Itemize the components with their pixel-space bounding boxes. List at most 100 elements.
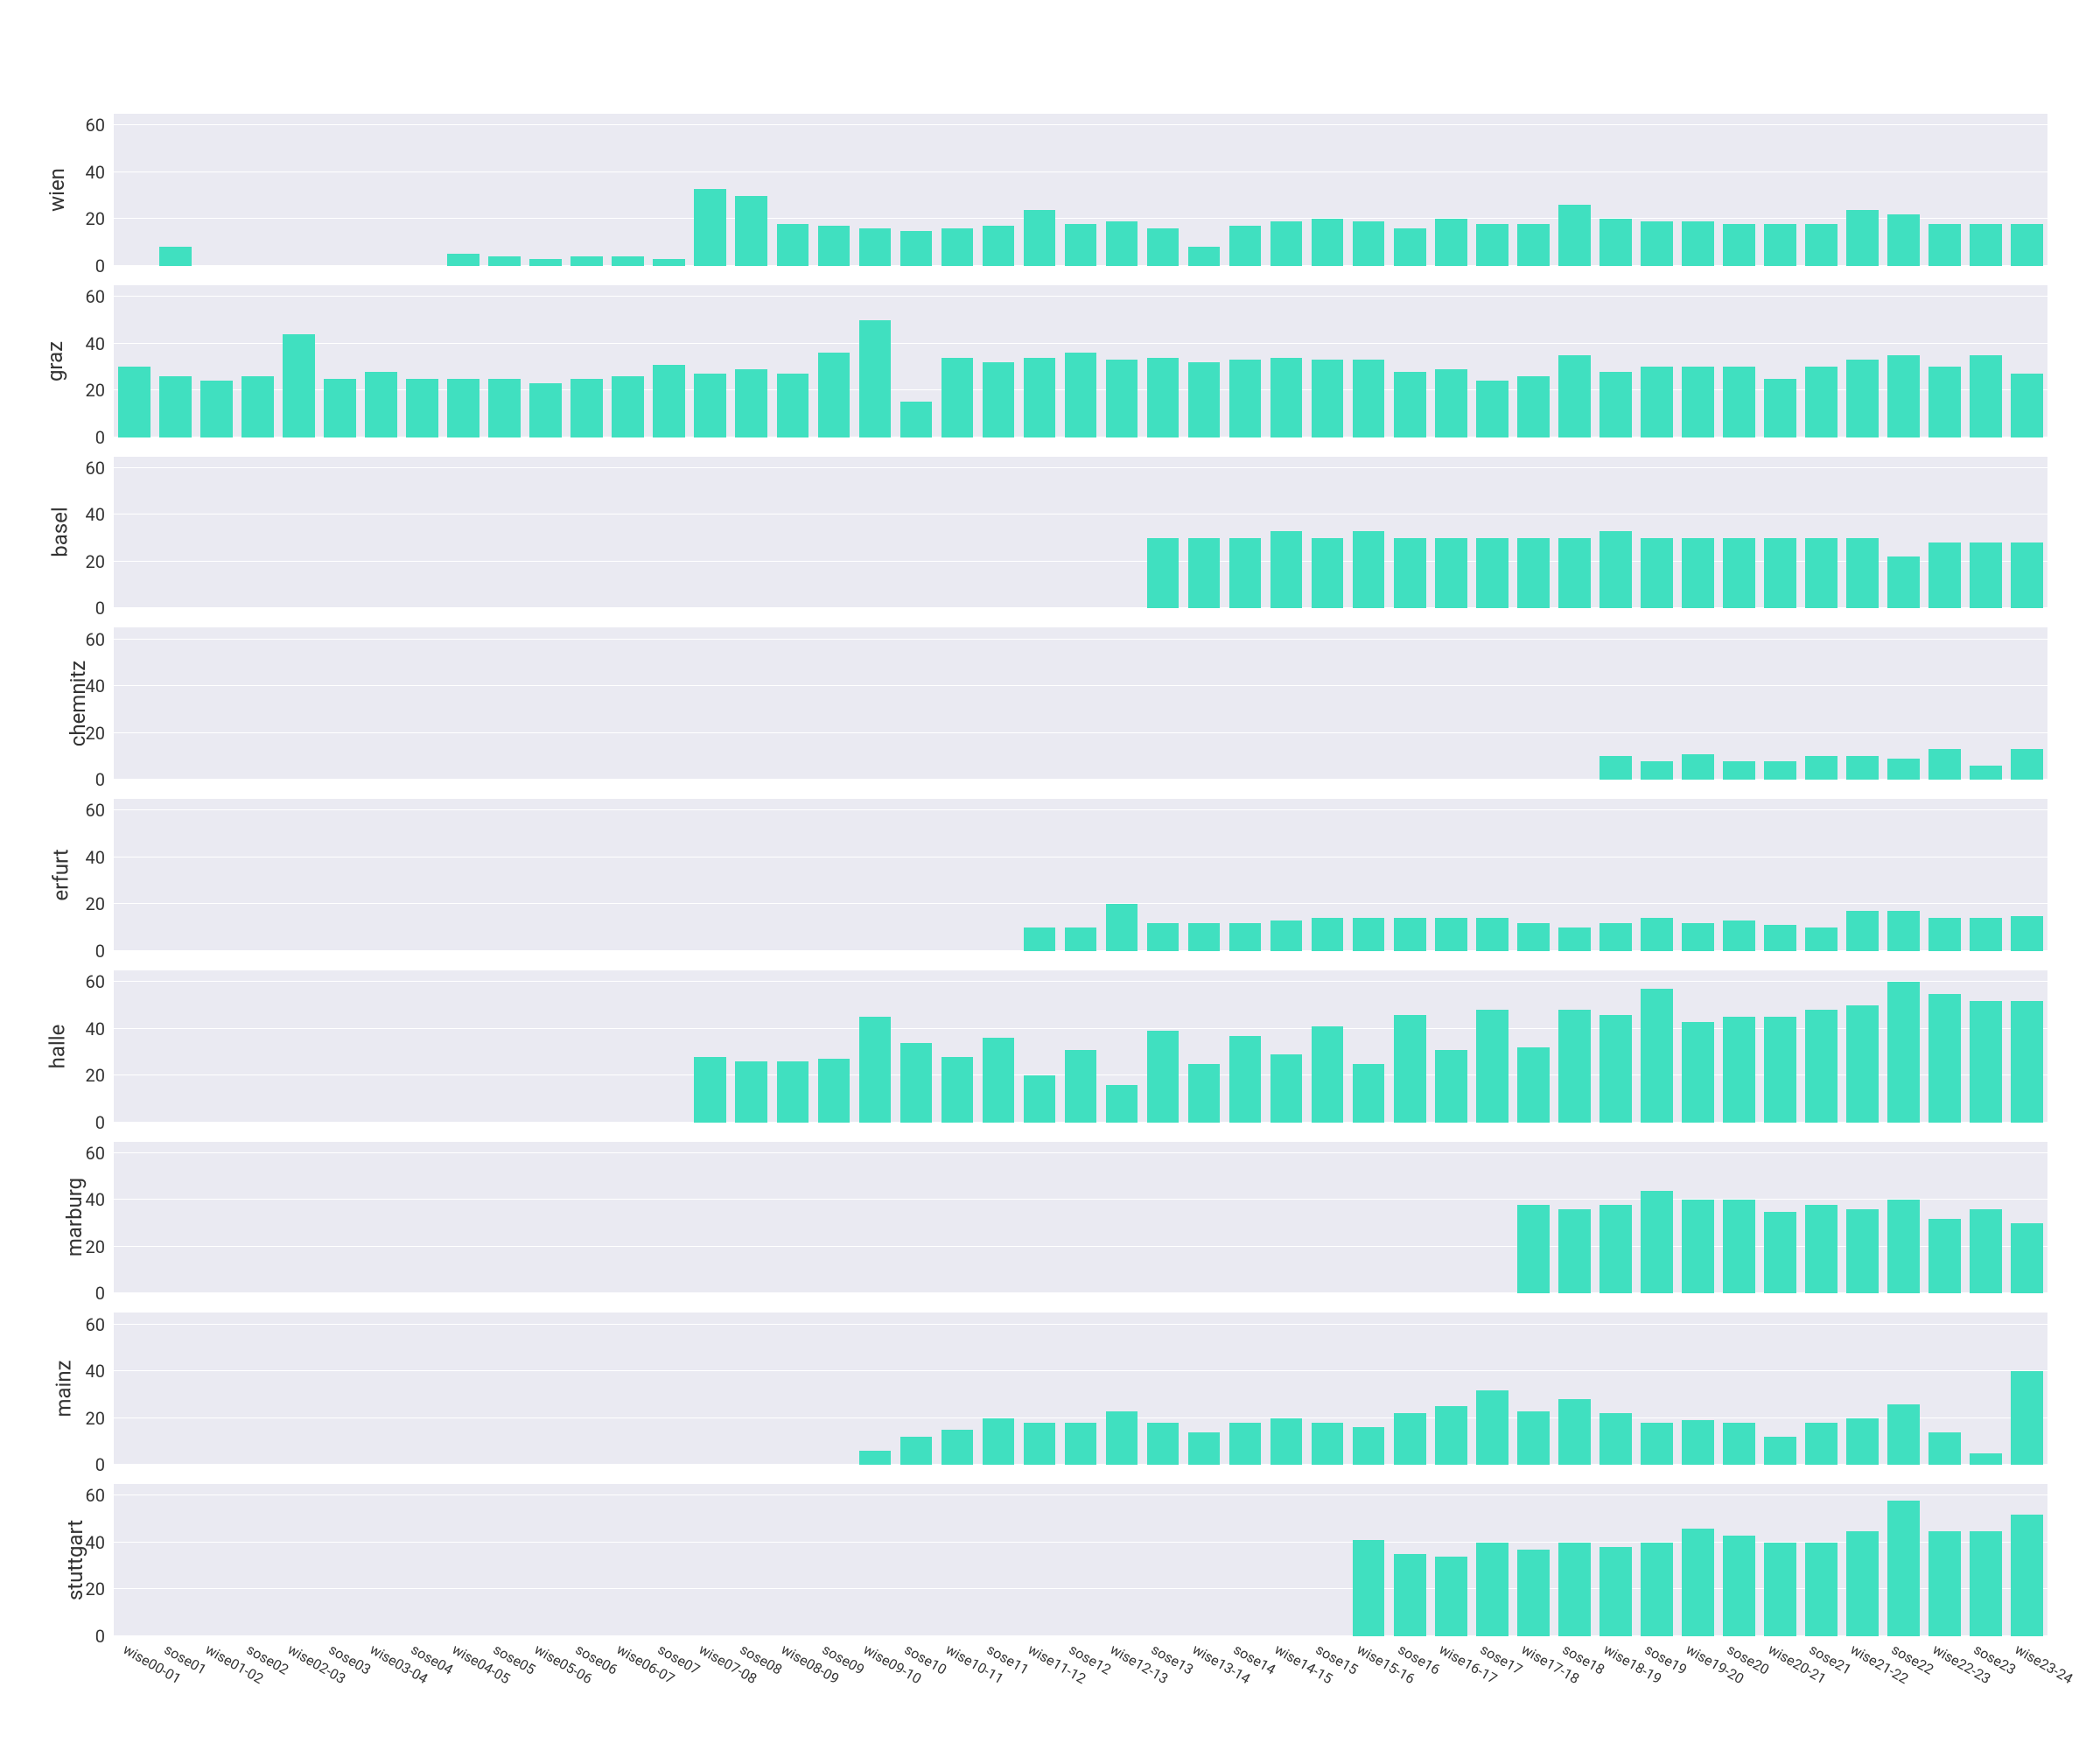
- gridline: [114, 1292, 2048, 1293]
- bar: [1928, 749, 1961, 780]
- bar: [1928, 224, 1961, 266]
- bar: [1846, 756, 1879, 780]
- ytick-label: 40: [86, 1018, 114, 1040]
- bar: [1558, 1543, 1591, 1636]
- gridline: [114, 561, 2048, 562]
- bar: [1147, 1031, 1180, 1122]
- gridline: [114, 732, 2048, 733]
- bar: [1682, 367, 1714, 437]
- bar: [1106, 360, 1138, 437]
- bar: [1805, 538, 1838, 608]
- bar: [1970, 1453, 2002, 1465]
- bar: [1970, 1209, 2002, 1293]
- bar: [1558, 1399, 1591, 1465]
- bar: [1887, 214, 1920, 266]
- bar: [1600, 756, 1632, 780]
- bar: [1229, 1036, 1262, 1123]
- bar: [818, 1059, 850, 1122]
- bar: [1517, 1205, 1550, 1294]
- bar: [1312, 360, 1344, 437]
- bar: [1600, 1413, 1632, 1465]
- bar: [529, 259, 562, 266]
- bar: [1188, 538, 1221, 608]
- bar: [1476, 1390, 1508, 1466]
- ytick-label: 60: [86, 629, 114, 650]
- bar: [1846, 210, 1879, 266]
- bar: [1229, 923, 1262, 951]
- bar: [735, 369, 767, 438]
- bar: [1394, 228, 1426, 266]
- bar: [2011, 374, 2043, 437]
- bar: [1641, 1543, 1673, 1636]
- panel-ylabel: mainz: [52, 1361, 76, 1418]
- ytick-label: 20: [86, 551, 114, 572]
- bar: [1887, 355, 1920, 438]
- bar: [1641, 1423, 1673, 1465]
- plot-area: 0204060wise00-01sose01wise01-02sose02wis…: [114, 1484, 2048, 1636]
- ytick-label: 60: [86, 1143, 114, 1164]
- bar: [1723, 761, 1755, 780]
- bar: [1723, 920, 1755, 951]
- ytick-label: 60: [86, 286, 114, 307]
- bar: [1641, 221, 1673, 266]
- bar: [1312, 538, 1344, 608]
- bar: [1435, 369, 1467, 438]
- bar: [1805, 928, 1838, 951]
- bar: [942, 1430, 974, 1465]
- bar: [859, 320, 892, 438]
- bar: [1764, 925, 1796, 950]
- gridline: [114, 1588, 2048, 1589]
- bar: [900, 1043, 933, 1123]
- plot-area: 0204060: [114, 457, 2048, 609]
- gridline: [114, 124, 2048, 125]
- bar: [1353, 531, 1385, 608]
- bar: [1887, 1200, 1920, 1293]
- bar: [1641, 367, 1673, 437]
- bar: [1188, 923, 1221, 951]
- bar: [1641, 918, 1673, 950]
- bar: [653, 365, 685, 438]
- bar: [1394, 1554, 1426, 1636]
- bar: [447, 254, 480, 265]
- ytick-label: 40: [86, 1361, 114, 1382]
- panel-ylabel: wien: [45, 168, 69, 212]
- gridline: [114, 903, 2048, 904]
- bar: [1312, 1423, 1344, 1465]
- bar: [1764, 224, 1796, 266]
- bar: [283, 334, 315, 438]
- bar: [1558, 355, 1591, 438]
- bar: [1270, 1054, 1303, 1123]
- bar: [1435, 918, 1467, 950]
- bar: [1106, 904, 1138, 950]
- bar: [1928, 367, 1961, 437]
- bar: [1846, 1209, 1879, 1293]
- bar: [1928, 1432, 1961, 1465]
- bar: [1846, 911, 1879, 950]
- bar: [1065, 1423, 1097, 1465]
- bar: [1065, 353, 1097, 437]
- bar: [1188, 362, 1221, 438]
- ytick-label: 60: [86, 1485, 114, 1506]
- gridline: [114, 1152, 2048, 1153]
- bar: [1970, 1531, 2002, 1636]
- ytick-label: 40: [86, 1532, 114, 1553]
- bar: [735, 196, 767, 266]
- bar: [159, 376, 192, 438]
- ytick-label: 0: [95, 941, 114, 962]
- bar: [818, 226, 850, 265]
- ytick-label: 60: [86, 971, 114, 992]
- bar: [1764, 1017, 1796, 1122]
- bar: [1312, 219, 1344, 265]
- bar: [324, 379, 356, 438]
- gridline: [114, 218, 2048, 219]
- panel-marburg: 0204060marburg: [114, 1142, 2048, 1294]
- panel-ylabel: chemnitz: [66, 661, 90, 746]
- bar: [1353, 221, 1385, 266]
- ytick-label: 0: [95, 256, 114, 276]
- bar: [529, 383, 562, 437]
- bar: [1394, 372, 1426, 438]
- gridline: [114, 857, 2048, 858]
- bar: [1600, 1547, 1632, 1636]
- panel-basel: 0204060basel: [114, 457, 2048, 609]
- bar: [1353, 1540, 1385, 1636]
